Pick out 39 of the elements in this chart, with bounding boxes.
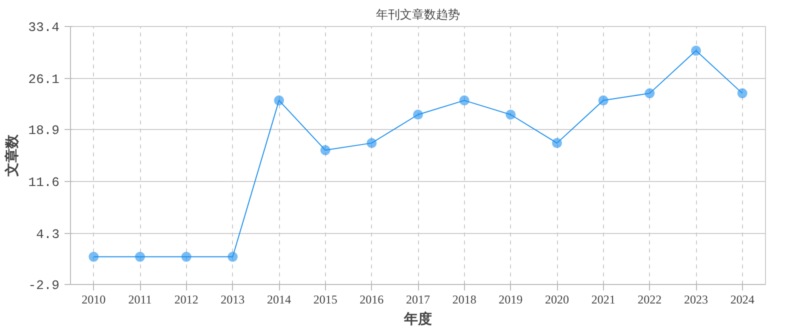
point: [320, 145, 330, 156]
y-tick-label: -2.9: [28, 278, 60, 293]
y-tick-label: 18.9: [28, 123, 60, 138]
x-axis-title: 年度: [403, 310, 432, 328]
x-tick-label: 2021: [591, 292, 616, 306]
x-tick-label: 2018: [452, 292, 476, 306]
x-tick-label: 2010: [82, 292, 106, 306]
x-tick-label: 2011: [128, 292, 152, 306]
x-tick-label: 2012: [174, 292, 198, 306]
y-tick-label: 26.1: [28, 72, 60, 87]
x-tick-label: 2013: [220, 292, 245, 306]
x-tick-label: 2015: [313, 292, 338, 306]
point: [181, 252, 192, 262]
x-tick-label: 2022: [638, 292, 662, 306]
point: [737, 88, 748, 98]
point: [88, 252, 99, 262]
x-tick-label: 2016: [360, 292, 384, 306]
point: [366, 138, 377, 148]
point: [228, 252, 238, 262]
y-axis-title: 文章数: [3, 134, 20, 178]
point: [459, 95, 470, 106]
x-tick-label: 2019: [498, 292, 523, 306]
x-tick-label: 2020: [545, 292, 569, 306]
x-tick-label: 2014: [267, 292, 291, 306]
point: [135, 252, 145, 262]
point: [552, 138, 562, 148]
y-tick-label: 4.3: [36, 226, 60, 242]
point: [506, 110, 516, 120]
x-tick-label: 2017: [406, 292, 430, 306]
y-tick-label: 33.4: [28, 20, 60, 35]
x-tick-label: 2023: [684, 292, 708, 306]
point: [598, 95, 608, 106]
chart-title: 年刊文章数趋势: [376, 8, 460, 22]
point: [413, 110, 423, 120]
point: [691, 46, 701, 56]
point: [644, 88, 655, 98]
y-tick-label: 11.6: [28, 174, 60, 190]
x-tick-label: 2024: [730, 292, 754, 306]
point: [274, 95, 284, 106]
